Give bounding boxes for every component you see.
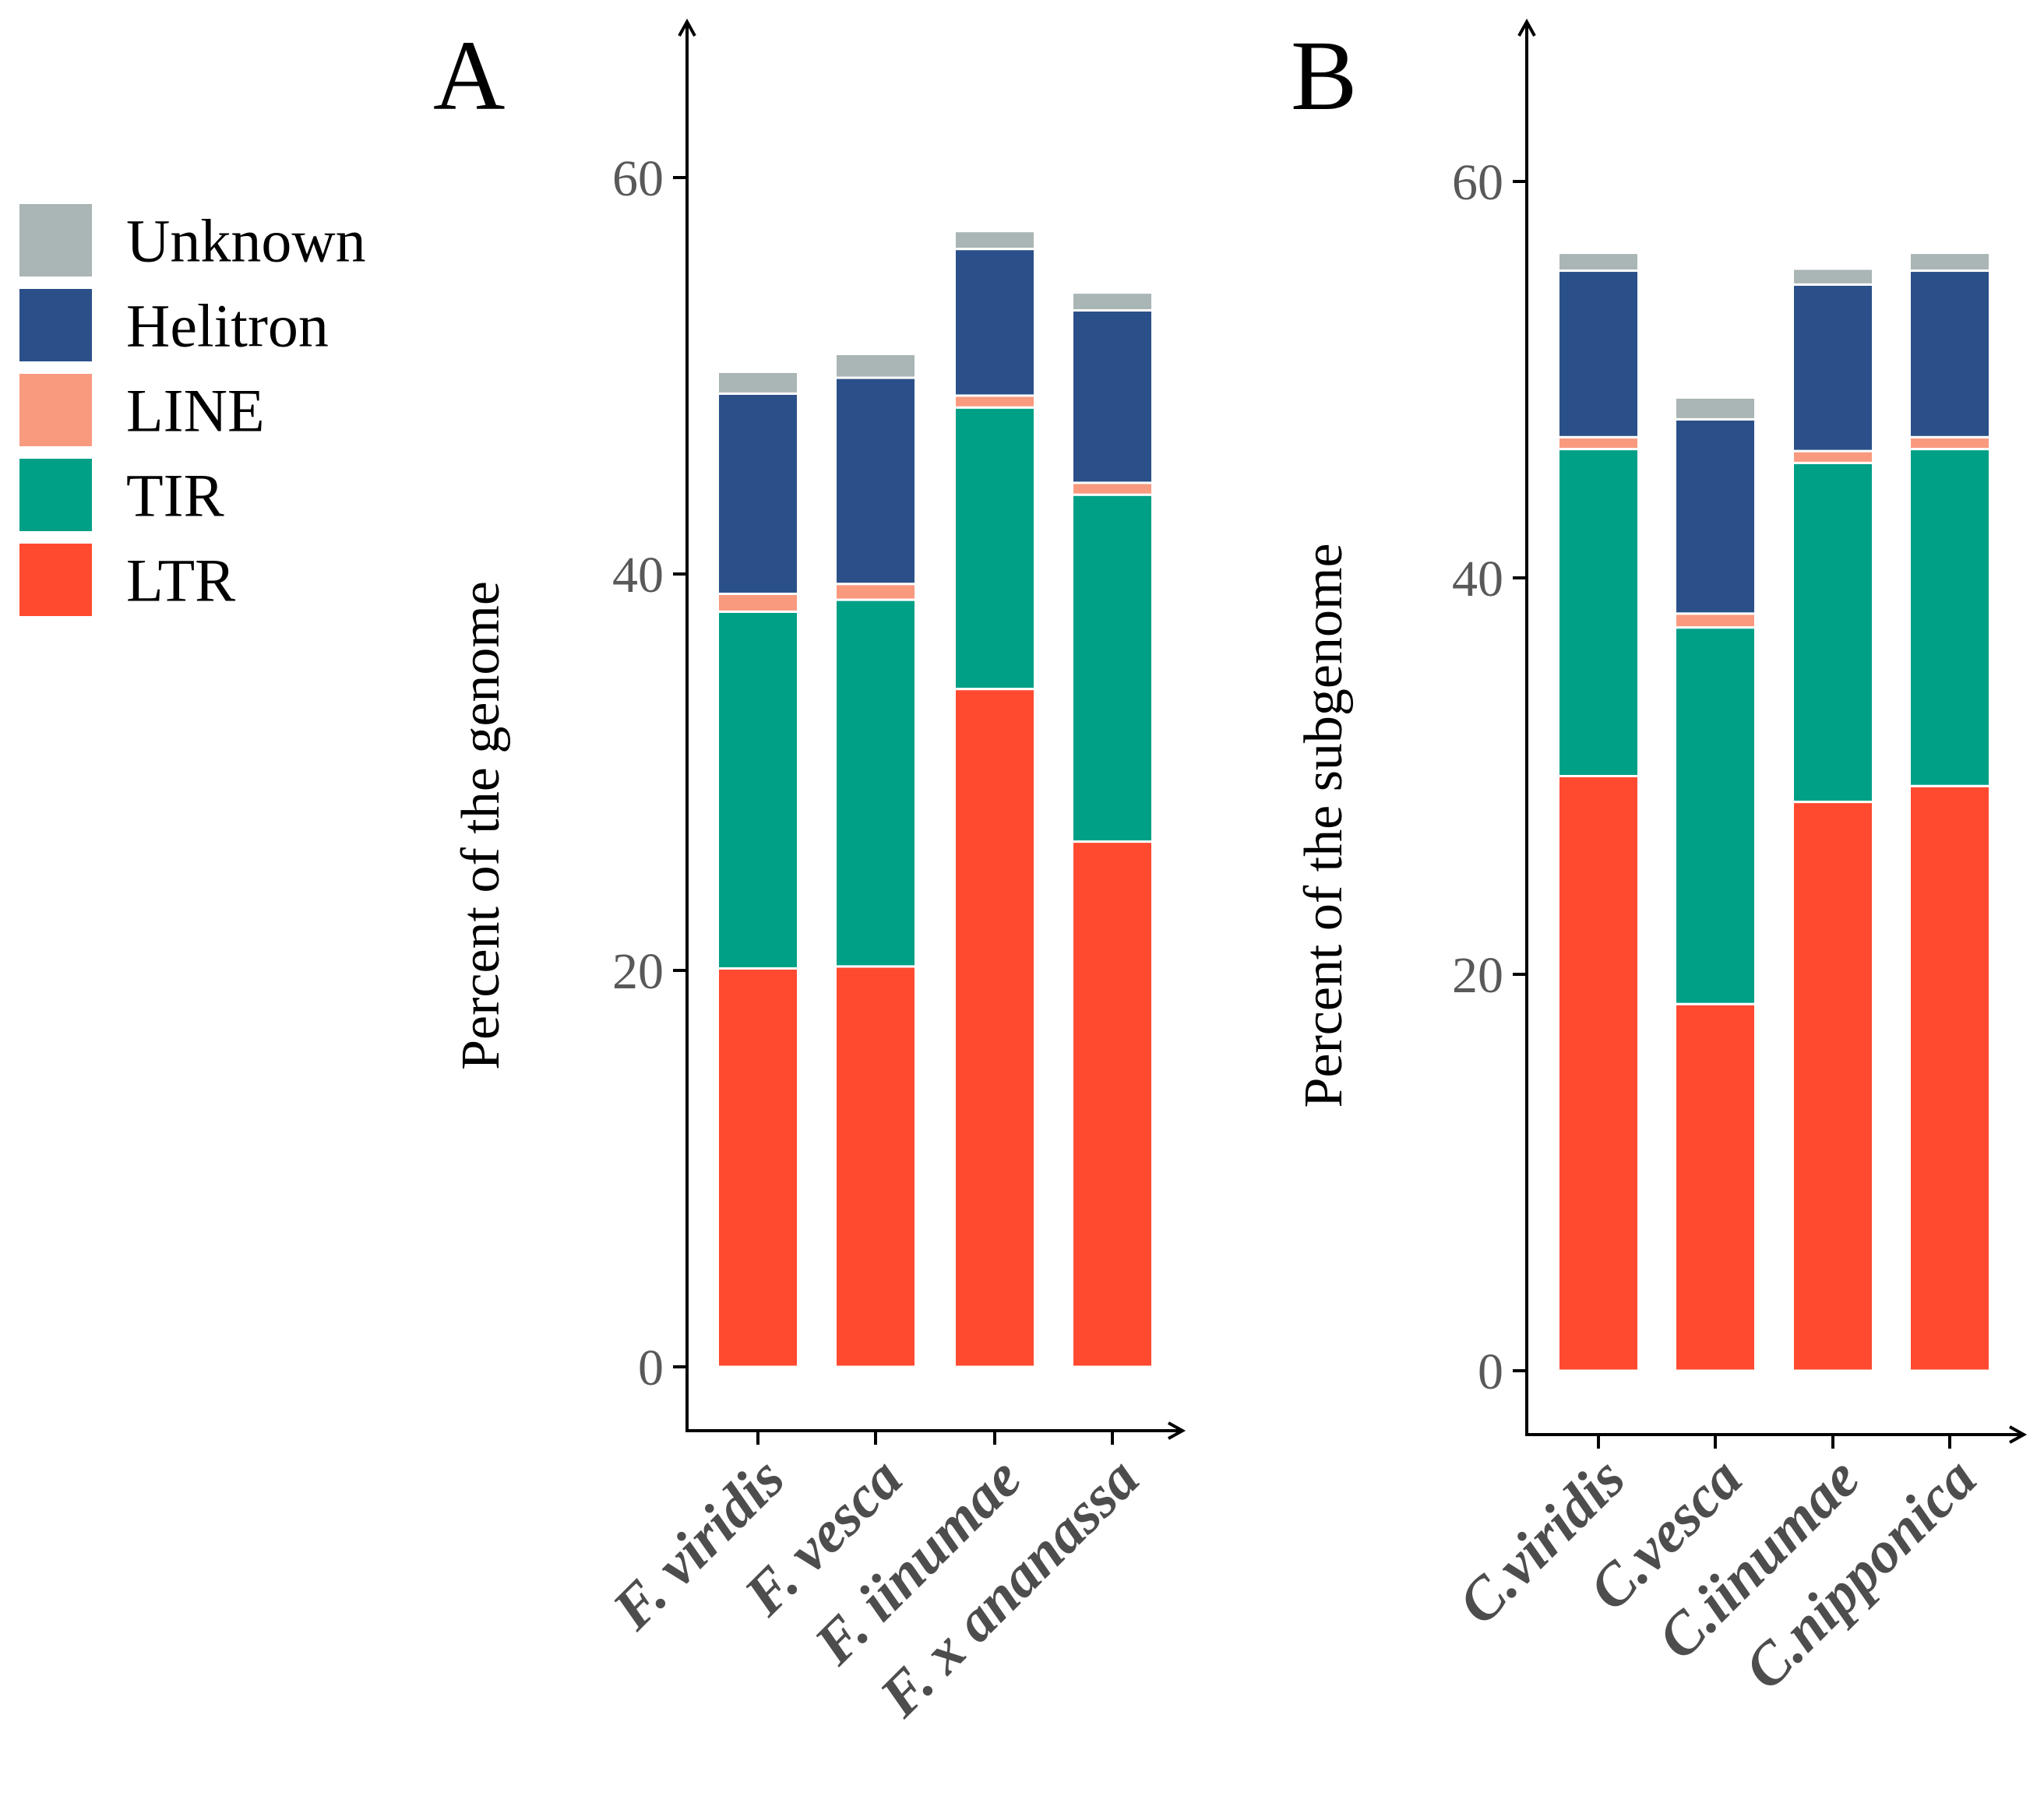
panel-a-bar-f-viridis bbox=[717, 370, 799, 1368]
bar-segment-helitron bbox=[1908, 269, 1991, 438]
legend-label-unknown: Unknown bbox=[126, 207, 366, 275]
legend-item-unknown: Unknown bbox=[19, 204, 366, 276]
panel-a-bar-f-iinumae bbox=[953, 230, 1036, 1368]
bar-segment-helitron bbox=[717, 392, 799, 595]
panel-b-y-axis-title: Percent of the subgenome bbox=[1294, 543, 1354, 1107]
panel-a-bar-f-x-ananassa bbox=[1071, 291, 1154, 1368]
panel-a-bar-f-vesca bbox=[834, 353, 917, 1368]
panel-b-bar-c-iinumae bbox=[1792, 267, 1874, 1372]
panel-a-x-axis-arrow bbox=[1168, 1421, 1186, 1440]
bar-segment-ltr bbox=[717, 967, 799, 1368]
bar-segment-line bbox=[1908, 435, 1991, 451]
panel-a-y-tick-label: 20 bbox=[612, 943, 664, 1000]
bar-segment-tir bbox=[1674, 626, 1757, 1005]
legend-label-line: LINE bbox=[126, 377, 265, 445]
panel-a-y-axis-arrow bbox=[678, 18, 696, 37]
bar-segment-helitron bbox=[953, 248, 1036, 397]
bar-segment-ltr bbox=[1071, 840, 1154, 1368]
bar-segment-helitron bbox=[1557, 269, 1640, 438]
panel-a-y-axis-title: Percent of the genome bbox=[451, 581, 511, 1070]
panel-a-y-tick-label: 60 bbox=[612, 150, 664, 207]
bar-segment-ltr bbox=[953, 688, 1036, 1368]
bar-segment-unknown bbox=[1071, 291, 1154, 312]
bar-segment-ltr bbox=[1908, 784, 1991, 1372]
panel-b-y-tick-label: 60 bbox=[1452, 154, 1503, 211]
bar-segment-ltr bbox=[834, 965, 917, 1368]
bar-segment-line bbox=[953, 394, 1036, 409]
bar-segment-line bbox=[1674, 612, 1757, 629]
panel-b-y-tick-label: 20 bbox=[1452, 947, 1503, 1004]
panel-a-letter: A bbox=[433, 20, 505, 131]
legend-label-helitron: Helitron bbox=[126, 292, 329, 360]
bar-segment-unknown bbox=[1557, 252, 1640, 273]
bar-segment-unknown bbox=[1674, 396, 1757, 421]
bar-segment-helitron bbox=[1674, 417, 1757, 615]
bar-segment-tir bbox=[717, 610, 799, 970]
legend: Unknown Helitron LINE TIR LTR bbox=[19, 204, 366, 616]
bar-segment-helitron bbox=[1071, 309, 1154, 484]
bar-segment-unknown bbox=[953, 230, 1036, 251]
panel-b-x-axis-arrow bbox=[2009, 1425, 2028, 1444]
bar-segment-tir bbox=[953, 406, 1036, 691]
panel-b-bar-c-viridis bbox=[1557, 252, 1640, 1372]
panel-b-y-tick-label: 40 bbox=[1452, 551, 1503, 607]
panel-b-bar-c-vesca bbox=[1674, 396, 1757, 1372]
panel-b-bar-c-nipponica bbox=[1908, 252, 1991, 1372]
panel-a-y-tick-label: 40 bbox=[612, 547, 664, 604]
legend-swatch-unknown bbox=[19, 204, 92, 276]
bar-segment-ltr bbox=[1792, 801, 1874, 1372]
legend-swatch-tir bbox=[19, 459, 92, 531]
bar-segment-line bbox=[1071, 481, 1154, 496]
bar-segment-ltr bbox=[1557, 775, 1640, 1372]
bar-segment-helitron bbox=[1792, 283, 1874, 452]
bar-segment-ltr bbox=[1674, 1002, 1757, 1372]
bar-segment-unknown bbox=[834, 353, 917, 379]
legend-label-ltr: LTR bbox=[126, 547, 235, 614]
bar-segment-tir bbox=[1071, 493, 1154, 843]
bar-segment-tir bbox=[1792, 461, 1874, 804]
legend-swatch-line bbox=[19, 374, 92, 446]
bar-segment-line bbox=[834, 583, 917, 601]
legend-item-helitron: Helitron bbox=[19, 289, 329, 361]
bar-segment-tir bbox=[834, 598, 917, 968]
legend-swatch-ltr bbox=[19, 544, 92, 616]
bar-segment-tir bbox=[1908, 448, 1991, 787]
bar-segment-helitron bbox=[834, 376, 917, 586]
bar-segment-unknown bbox=[717, 370, 799, 395]
legend-item-ltr: LTR bbox=[19, 544, 235, 616]
legend-swatch-helitron bbox=[19, 289, 92, 361]
panel-b-y-axis-arrow bbox=[1517, 18, 1536, 37]
bar-segment-unknown bbox=[1792, 267, 1874, 286]
legend-item-tir: TIR bbox=[19, 459, 224, 531]
bar-segment-line bbox=[717, 592, 799, 613]
panel-b-y-tick-label: 0 bbox=[1478, 1343, 1503, 1400]
bar-segment-tir bbox=[1557, 448, 1640, 777]
bar-segment-unknown bbox=[1908, 252, 1991, 273]
legend-item-line: LINE bbox=[19, 374, 265, 446]
bar-segment-line bbox=[1557, 435, 1640, 451]
legend-label-tir: TIR bbox=[126, 462, 224, 530]
panel-a-y-tick-label: 0 bbox=[638, 1340, 664, 1396]
bar-segment-line bbox=[1792, 449, 1874, 464]
panel-b-letter: B bbox=[1291, 20, 1357, 131]
